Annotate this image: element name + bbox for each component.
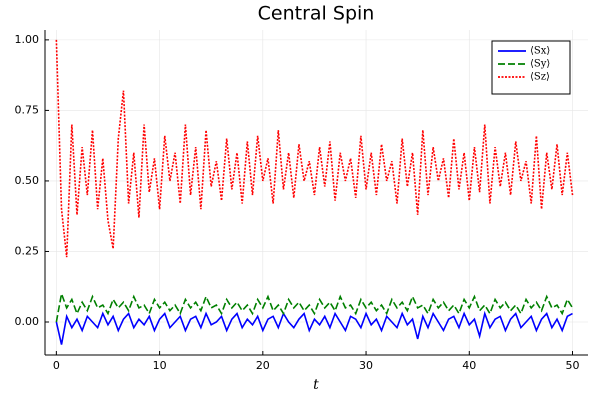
x-tick-label: 20 — [256, 359, 270, 372]
x-tick-label: 0 — [53, 359, 60, 372]
x-axis-label: t — [313, 377, 319, 393]
legend-label: ⟨Sy⟩ — [530, 59, 550, 70]
x-tick-label: 50 — [566, 359, 580, 372]
x-tick-label: 10 — [153, 359, 167, 372]
y-tick-label: 0.50 — [15, 174, 40, 187]
legend-box — [491, 40, 571, 95]
y-tick-label: 0.00 — [15, 315, 40, 328]
y-tick-label: 1.00 — [15, 33, 40, 46]
x-tick-label: 40 — [462, 359, 476, 372]
legend-label: ⟨Sx⟩ — [530, 46, 550, 57]
y-tick-label: 0.25 — [15, 244, 40, 257]
legend-label: ⟨Sz⟩ — [530, 72, 550, 83]
series-line — [55, 39, 574, 258]
y-tick-label: 0.75 — [15, 103, 40, 116]
x-tick-label: 30 — [359, 359, 373, 372]
chart-title: Central Spin — [258, 3, 375, 25]
series-line — [55, 290, 574, 323]
series-line — [55, 310, 573, 345]
